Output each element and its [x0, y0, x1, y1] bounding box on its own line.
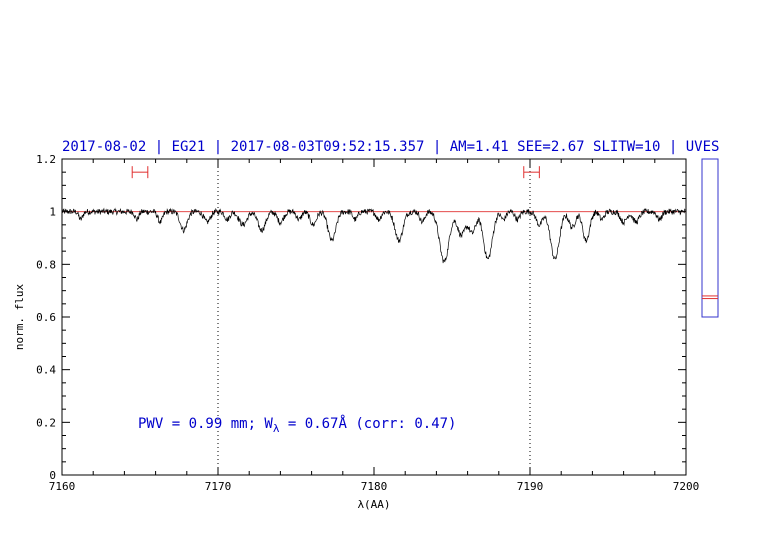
- side-panel: [701, 158, 719, 318]
- y-tick-label: 1: [49, 206, 56, 219]
- spectrum-trace: [61, 207, 687, 264]
- y-axis-ticks: 0 0.2 0.4 0.6 0.8 1 1.2: [36, 153, 686, 482]
- error-bars: [131, 166, 540, 179]
- y-axis-label: norm. flux: [13, 284, 26, 351]
- y-tick-label: 0.8: [36, 258, 56, 271]
- y-tick-label: 0.2: [36, 416, 56, 429]
- x-tick-label: 7200: [673, 480, 700, 493]
- x-tick-label: 7180: [361, 480, 388, 493]
- x-axis-ticks: 7160 7170 7180 7190 7200: [49, 159, 700, 493]
- y-tick-label: 0.6: [36, 311, 56, 324]
- pwv-annotation-suffix: = 0.67Å (corr: 0.47): [279, 415, 456, 432]
- pwv-annotation-subscript: λ: [273, 422, 280, 435]
- pwv-annotation: PWV = 0.99 mm; Wλ = 0.67Å (corr: 0.47): [138, 415, 457, 435]
- side-panel-frame: [701, 158, 719, 318]
- x-tick-label: 7160: [49, 480, 76, 493]
- x-tick-label: 7170: [205, 480, 232, 493]
- y-tick-label: 0: [49, 469, 56, 482]
- chart-title: 2017-08-02 | EG21 | 2017-08-03T09:52:15.…: [62, 139, 719, 155]
- y-tick-label: 0.4: [36, 364, 56, 377]
- pwv-annotation-prefix: PWV = 0.99 mm; W: [138, 416, 273, 432]
- y-tick-label: 1.2: [36, 153, 56, 166]
- x-tick-label: 7190: [517, 480, 544, 493]
- spectrum-line: [61, 207, 687, 264]
- x-axis-label: λ(AA): [357, 498, 390, 511]
